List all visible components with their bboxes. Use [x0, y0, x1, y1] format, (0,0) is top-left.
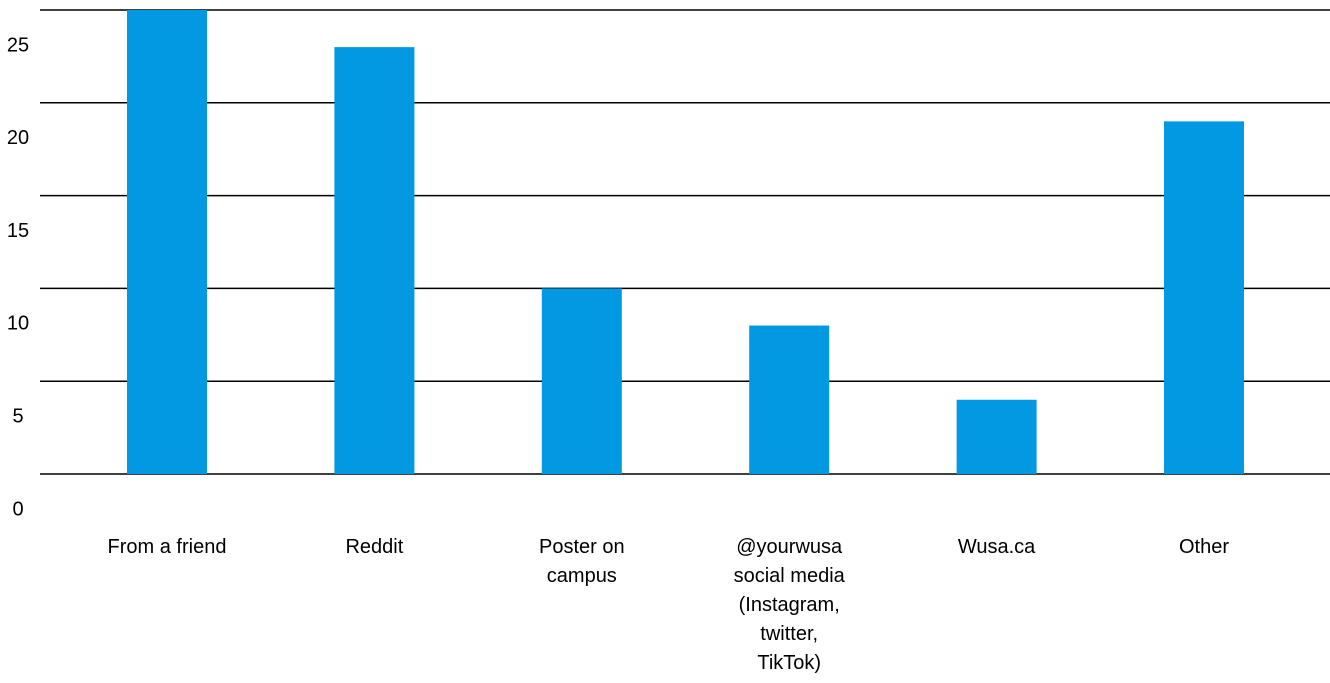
- x-category-label-line: @yourwusa: [736, 536, 843, 558]
- x-category-label-line: Other: [1179, 536, 1229, 558]
- x-category-label-line: (Instagram,: [739, 594, 840, 616]
- y-tick-label-10: 10: [7, 313, 29, 335]
- y-tick-label-5: 5: [12, 405, 23, 427]
- x-category-label-4: @yourwusa social media (Instagram, twitter,…: [734, 536, 846, 674]
- x-category-label-line: campus: [547, 565, 617, 587]
- x-category-label-line: Poster on: [539, 536, 625, 558]
- x-category-label-3: Poster on campus: [539, 536, 625, 587]
- x-axis-category-labels: From a friend Reddit Poster on campus @yourw…: [108, 536, 1230, 674]
- y-tick-label-15: 15: [7, 220, 29, 242]
- x-category-label-1: From a friend: [108, 536, 227, 558]
- x-category-label-line: TikTok): [757, 652, 821, 674]
- x-category-label-line: Reddit: [345, 536, 403, 558]
- x-category-label-6: Other: [1179, 536, 1229, 558]
- y-tick-label-20: 20: [7, 127, 29, 149]
- x-category-label-2: Reddit: [345, 536, 403, 558]
- y-tick-label-25: 25: [7, 34, 29, 56]
- bar-6: [1164, 121, 1244, 475]
- bar-4: [749, 325, 830, 474]
- x-category-label-line: Wusa.ca: [958, 536, 1036, 558]
- x-category-label-5: Wusa.ca: [958, 536, 1036, 558]
- x-category-label-line: From a friend: [108, 536, 227, 558]
- bar-2: [334, 47, 415, 475]
- y-axis-tick-labels: 0 5 10 15 20 25: [7, 34, 29, 520]
- gridlines: [40, 9, 1330, 475]
- bars: [127, 10, 1244, 475]
- x-category-label-line: twitter,: [760, 623, 818, 645]
- bar-5: [956, 399, 1037, 474]
- bar-1: [127, 10, 207, 474]
- x-category-label-line: social media: [734, 565, 846, 587]
- y-tick-label-0: 0: [12, 498, 23, 520]
- bar-3: [541, 288, 622, 474]
